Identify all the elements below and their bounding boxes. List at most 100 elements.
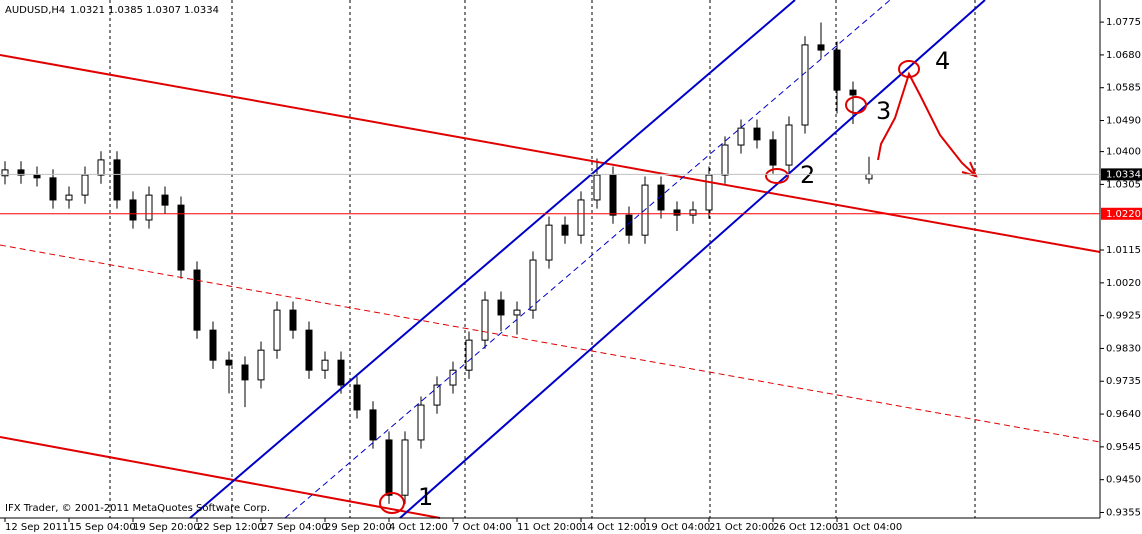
x-tick-label: 19 Sep 20:00 <box>133 522 200 533</box>
candle-body <box>513 309 521 316</box>
y-tick-label: 0.9830 <box>1106 343 1141 354</box>
channel-line <box>189 0 796 519</box>
candle-body <box>577 199 585 236</box>
candle-body <box>865 173 873 180</box>
x-tick-label: 22 Sep 12:00 <box>197 522 264 533</box>
copyright: IFX Trader, © 2001-2011 MetaQuotes Softw… <box>5 503 270 514</box>
candles <box>1 22 873 504</box>
y-tick-label: 0.9545 <box>1106 442 1141 453</box>
candle-body <box>337 359 345 386</box>
candle-body <box>113 159 121 201</box>
ohlc-close: 1.0334 <box>184 5 219 16</box>
channel-line <box>284 0 891 519</box>
candle-body <box>481 299 489 341</box>
candle-body <box>97 159 105 176</box>
level-label: 1.0220 <box>1106 209 1141 220</box>
candle-body <box>273 309 281 351</box>
candle-body <box>225 359 233 366</box>
candle-body <box>289 309 297 331</box>
forecast-arrow <box>877 71 976 176</box>
candle-body <box>849 89 857 96</box>
candle-body <box>769 139 777 166</box>
annotation: 4 <box>935 47 950 75</box>
candle-body <box>209 329 217 361</box>
candle-body <box>561 224 569 236</box>
candle-body <box>737 127 745 146</box>
candle-body <box>241 364 249 381</box>
candle-body <box>721 144 729 176</box>
x-tick-label: 11 Oct 20:00 <box>517 522 582 533</box>
x-tick-label: 15 Sep 04:00 <box>69 522 136 533</box>
candle-body <box>673 209 681 216</box>
ohlc-high: 1.0385 <box>108 5 143 16</box>
candle-body <box>17 169 25 176</box>
annotation: 1 <box>418 483 433 511</box>
candle-body <box>385 439 393 496</box>
candle-body <box>369 409 377 441</box>
x-tick-label: 31 Oct 04:00 <box>837 522 902 533</box>
trend-lines <box>0 0 1101 519</box>
y-tick-label: 1.0305 <box>1106 179 1141 190</box>
candle-body <box>353 384 361 411</box>
ohlc-low: 1.0307 <box>146 5 181 16</box>
candle-body <box>81 174 89 196</box>
channel-line <box>399 0 986 519</box>
x-tick-label: 26 Oct 12:00 <box>773 522 838 533</box>
candle-body <box>193 269 201 331</box>
y-tick-label: 0.9355 <box>1106 507 1141 518</box>
symbol: AUDUSD,H4 <box>5 5 65 16</box>
annotations: 1 2 3 4 <box>418 47 950 511</box>
x-tick-label: 27 Sep 04:00 <box>261 522 328 533</box>
candle-body <box>65 194 73 201</box>
circle <box>845 96 867 114</box>
candle-body <box>33 174 41 179</box>
x-tick-label: 7 Oct 04:00 <box>453 522 512 533</box>
price-label: 1.0334 <box>1106 169 1141 180</box>
candle-body <box>609 174 617 216</box>
candle-body <box>657 184 665 211</box>
candle-body <box>433 384 441 406</box>
candle-body <box>305 329 313 371</box>
y-tick-label: 1.0115 <box>1106 245 1141 256</box>
x-tick-label: 21 Oct 20:00 <box>709 522 774 533</box>
y-tick-label: 1.0400 <box>1106 147 1141 158</box>
candle-body <box>177 204 185 271</box>
y-tick-label: 1.0680 <box>1106 50 1141 61</box>
candle-body <box>705 174 713 211</box>
candle-body <box>625 214 633 236</box>
candle-body <box>417 404 425 441</box>
candle-body <box>689 209 697 216</box>
arrow-head <box>961 161 978 178</box>
candle-body <box>1 169 9 177</box>
candle-body <box>401 439 409 496</box>
trend-line <box>0 436 441 519</box>
y-tick-label: 0.9735 <box>1106 376 1141 387</box>
circle <box>765 168 789 184</box>
candle-body <box>321 359 329 371</box>
y-tick-label: 0.9925 <box>1106 311 1141 322</box>
x-tick-label: 19 Oct 04:00 <box>645 522 710 533</box>
annotation: 2 <box>800 161 815 189</box>
candle-body <box>129 199 137 221</box>
candle-body <box>449 369 457 386</box>
candle-body <box>785 124 793 166</box>
candle-body <box>817 44 825 51</box>
x-tick-label: 12 Sep 2011 <box>5 522 68 533</box>
y-tick-label: 1.0775 <box>1106 17 1141 28</box>
candle-body <box>833 49 841 91</box>
x-tick-label: 29 Sep 20:00 <box>325 522 392 533</box>
ohlc-open: 1.0321 <box>70 5 105 16</box>
candle-body <box>145 194 153 221</box>
y-tick-label: 1.0020 <box>1106 278 1141 289</box>
candle-body <box>529 259 537 311</box>
y-tick-label: 0.9450 <box>1106 475 1141 486</box>
y-tick-label: 1.0490 <box>1106 116 1141 127</box>
y-tick-label: 1.0585 <box>1106 83 1141 94</box>
candle-body <box>161 194 169 206</box>
candle-body <box>545 224 553 261</box>
candle-body <box>257 349 265 381</box>
x-tick-label: 4 Oct 12:00 <box>389 522 448 533</box>
trend-line <box>0 54 1101 253</box>
